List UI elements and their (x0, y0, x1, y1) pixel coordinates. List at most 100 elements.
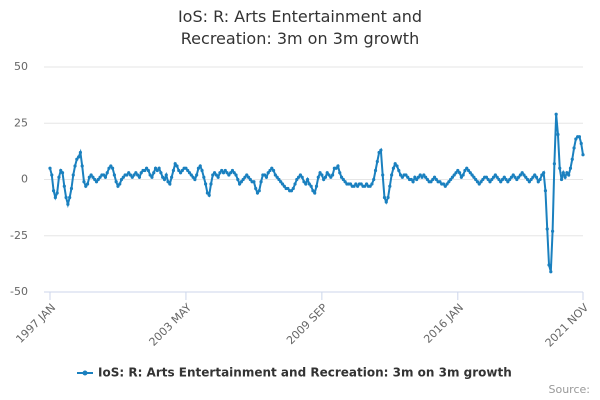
point (232, 171, 236, 175)
point (257, 189, 261, 193)
point (509, 175, 514, 179)
point (212, 171, 217, 175)
point (59, 168, 63, 173)
point (456, 168, 460, 173)
point (87, 175, 91, 179)
point (418, 173, 422, 177)
point (352, 184, 356, 188)
point (196, 166, 201, 170)
point (207, 193, 211, 197)
point (563, 175, 567, 179)
point (552, 162, 556, 166)
point (107, 166, 111, 170)
point (543, 189, 548, 193)
point (500, 177, 505, 182)
point (413, 175, 417, 179)
point (438, 180, 442, 184)
point (195, 173, 199, 177)
point (77, 155, 81, 159)
point (463, 168, 467, 173)
point (118, 182, 122, 186)
point (193, 177, 197, 182)
point (474, 177, 478, 182)
point (89, 173, 93, 177)
point (556, 132, 560, 137)
point (318, 171, 322, 175)
point (48, 166, 52, 170)
point (420, 175, 424, 179)
point (291, 186, 295, 191)
point (547, 263, 551, 267)
point (136, 173, 140, 177)
point (146, 168, 150, 173)
point (184, 166, 188, 170)
point (157, 166, 161, 170)
point (558, 166, 562, 170)
point (252, 180, 256, 184)
point (230, 168, 235, 173)
point (534, 175, 539, 179)
point (364, 182, 369, 186)
point (432, 175, 437, 179)
point (186, 168, 190, 173)
point (379, 148, 383, 152)
point (359, 182, 363, 186)
y-tick-label: 50 (14, 60, 28, 73)
point (218, 171, 222, 175)
point (204, 182, 208, 186)
y-tick-label: -25 (10, 229, 28, 242)
point (91, 175, 95, 179)
x-tick-label: 2009 SEP (284, 301, 330, 347)
point (398, 173, 403, 177)
point (540, 173, 544, 177)
point (177, 168, 181, 173)
point (71, 173, 75, 177)
point (234, 173, 238, 177)
point (57, 175, 61, 179)
point (343, 180, 347, 184)
point (323, 175, 328, 179)
point (243, 175, 247, 179)
point (264, 175, 269, 179)
point (241, 177, 245, 182)
point (338, 171, 342, 175)
point (416, 175, 421, 179)
point (150, 175, 154, 179)
point (266, 171, 270, 175)
point (307, 182, 311, 186)
point (536, 180, 540, 184)
point (304, 182, 308, 186)
point (62, 184, 66, 188)
point (425, 177, 429, 182)
point (137, 175, 142, 179)
x-tick-label: 2003 MAY (147, 301, 195, 349)
point (475, 180, 480, 184)
point (51, 189, 56, 193)
point (329, 175, 333, 179)
point (434, 177, 438, 182)
point (64, 195, 68, 200)
point (515, 177, 519, 182)
point (237, 182, 242, 186)
point (109, 164, 113, 168)
point (111, 166, 115, 170)
point (98, 175, 102, 179)
point (531, 175, 535, 179)
point (459, 175, 463, 179)
point (334, 166, 338, 170)
point (356, 184, 360, 188)
point (168, 182, 172, 186)
point (368, 184, 372, 188)
point (82, 180, 86, 184)
point (121, 175, 125, 179)
point (327, 173, 331, 177)
point (565, 171, 569, 175)
point (80, 164, 84, 168)
point (493, 173, 497, 177)
point (339, 175, 344, 179)
point (127, 171, 131, 175)
point (393, 162, 397, 166)
point (431, 177, 435, 182)
point (559, 177, 564, 182)
